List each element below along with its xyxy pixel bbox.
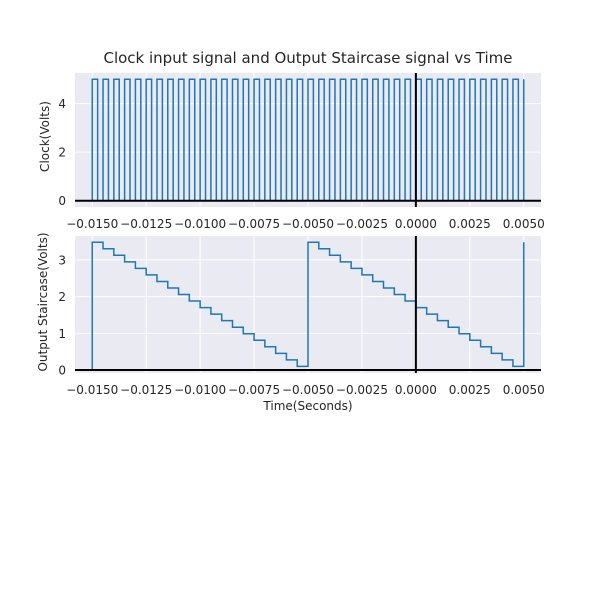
staircase-subplot: −0.0150 −0.0125 −0.0100 −0.0075 −0.0050 −0.00…: [58, 236, 545, 397]
clock-x-tick-label: −0.0100: [174, 217, 226, 231]
clock-y-axis-label: Clock(Volts): [38, 101, 52, 172]
staircase-x-tick-label: −0.0125: [120, 383, 172, 397]
clock-x-tick-label: −0.0075: [228, 217, 280, 231]
clock-x-tick-label: 0.0000: [395, 217, 437, 231]
x-axis-label: Time(Seconds): [262, 399, 352, 413]
clock-y-tick-label: 2: [58, 146, 66, 160]
clock-x-tick-label: −0.0150: [66, 217, 118, 231]
clock-x-tick-label: −0.0025: [336, 217, 388, 231]
staircase-y-tick-label: 3: [58, 253, 66, 267]
staircase-x-tick-label: 0.0000: [395, 383, 437, 397]
staircase-x-tick-label: 0.0050: [503, 383, 545, 397]
clock-x-tick-label: −0.0050: [282, 217, 334, 231]
staircase-x-tick-label: −0.0100: [174, 383, 226, 397]
clock-y-tick-label: 0: [58, 194, 66, 208]
staircase-y-tick-label: 2: [58, 290, 66, 304]
staircase-x-tick-label: −0.0025: [336, 383, 388, 397]
clock-x-tick-label: 0.0050: [503, 217, 545, 231]
clock-subplot: −0.0150 −0.0125 −0.0100 −0.0075 −0.0050 −0.00…: [58, 73, 545, 231]
staircase-x-tick-label: 0.0025: [449, 383, 491, 397]
clock-y-tick-label: 4: [58, 97, 66, 111]
staircase-y-axis-label: Output Staircase(Volts): [36, 232, 50, 371]
clock-x-tick-label: 0.0025: [449, 217, 491, 231]
staircase-x-tick-label: −0.0050: [282, 383, 334, 397]
clock-series-line: [91, 78, 525, 202]
staircase-y-tick-label: 0: [58, 364, 66, 378]
staircase-y-tick-label: 1: [58, 327, 66, 341]
clock-x-tick-label: −0.0125: [120, 217, 172, 231]
staircase-x-tick-label: −0.0075: [228, 383, 280, 397]
staircase-series-line: [91, 241, 525, 371]
chart-title: Clock input signal and Output Staircase …: [103, 49, 512, 67]
staircase-x-tick-label: −0.0150: [66, 383, 118, 397]
